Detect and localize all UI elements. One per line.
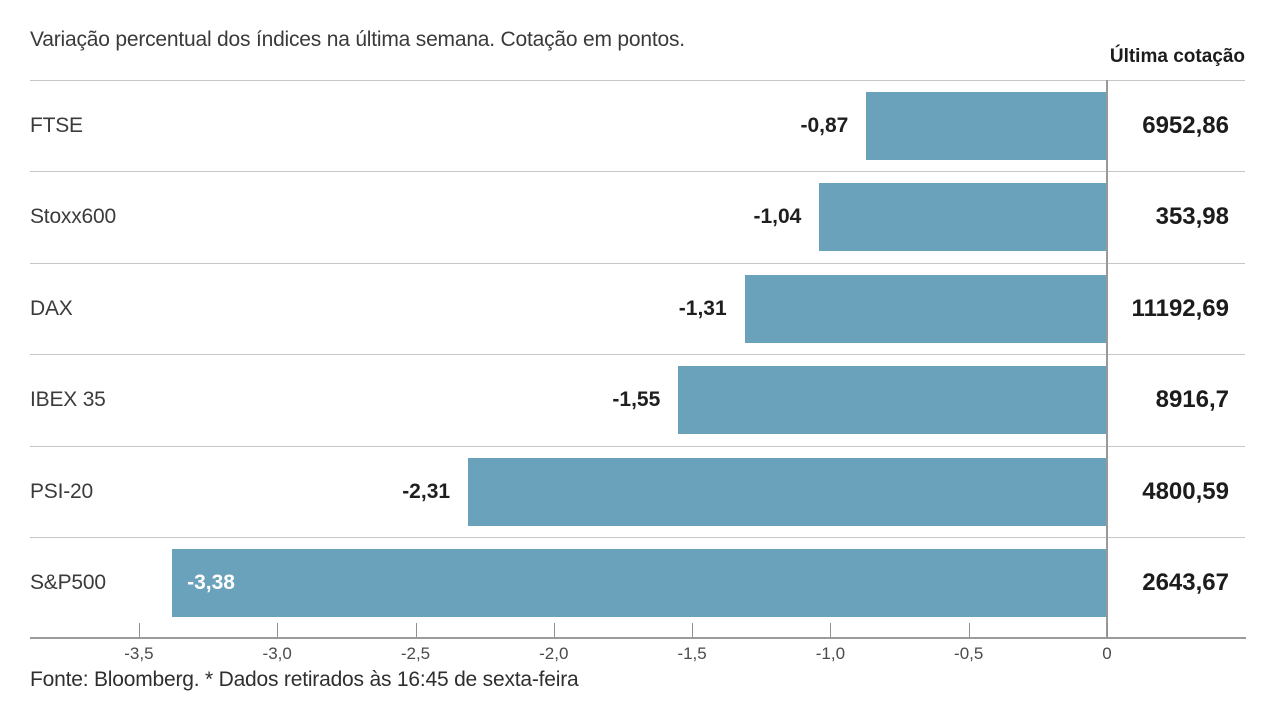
index-label: Stoxx600	[30, 205, 116, 228]
variation-bar	[172, 549, 1108, 617]
variation-value: -1,04	[753, 205, 802, 228]
x-axis-tick-label: 0	[1102, 644, 1112, 663]
index-label: S&P500	[30, 571, 106, 594]
x-axis-tick-label: -1,0	[815, 644, 846, 663]
row-separator	[30, 80, 1245, 81]
last-quote-column-header: Última cotação	[1109, 46, 1245, 67]
x-axis-tick	[138, 623, 140, 637]
variation-value: -2,31	[402, 480, 451, 503]
last-quote-value: 11192,69	[1131, 295, 1229, 322]
x-axis-tick	[277, 623, 279, 637]
chart-title: Variação percentual dos índices na últim…	[30, 28, 685, 51]
x-axis-tick-label: -2,5	[400, 644, 431, 663]
source-note: Fonte: Bloomberg. * Dados retirados às 1…	[30, 668, 579, 691]
last-quote-value: 2643,67	[1142, 569, 1229, 596]
x-axis-tick	[968, 623, 970, 637]
variation-bar	[744, 275, 1108, 343]
x-axis-line	[30, 637, 1246, 639]
last-quote-value: 4800,59	[1142, 478, 1229, 505]
index-label: IBEX 35	[30, 388, 106, 411]
last-quote-value: 8916,7	[1155, 386, 1229, 413]
variation-value: -0,87	[800, 114, 849, 137]
last-quote-value: 353,98	[1155, 203, 1229, 230]
index-label: DAX	[30, 297, 73, 320]
x-axis-tick-label: -2,0	[539, 644, 569, 663]
index-label: FTSE	[30, 114, 83, 137]
x-axis-tick-label: -3,5	[124, 644, 154, 663]
variation-value: -1,31	[678, 297, 727, 320]
variation-value: -3,38	[187, 571, 235, 594]
last-quote-value: 6952,86	[1142, 112, 1229, 139]
x-axis-tick-label: -3,0	[262, 644, 292, 663]
x-axis-tick	[830, 623, 832, 637]
row-separator	[30, 263, 1245, 264]
row-separator	[30, 354, 1245, 355]
x-axis-tick-label: -1,5	[677, 644, 707, 663]
zero-axis-line	[1106, 80, 1108, 638]
variation-bar	[468, 458, 1108, 526]
row-separator	[30, 537, 1245, 538]
row-separator	[30, 446, 1245, 447]
x-axis-tick	[553, 623, 555, 637]
variation-bar	[819, 183, 1108, 251]
x-axis-tick	[1107, 623, 1108, 637]
x-axis-tick-label: -0,5	[954, 644, 984, 663]
variation-value: -1,55	[612, 388, 661, 411]
index-label: PSI-20	[30, 480, 93, 503]
row-separator	[30, 171, 1245, 172]
x-axis-tick	[415, 623, 417, 637]
variation-bar	[678, 366, 1108, 434]
x-axis-tick	[692, 623, 694, 637]
variation-bar	[866, 92, 1108, 160]
